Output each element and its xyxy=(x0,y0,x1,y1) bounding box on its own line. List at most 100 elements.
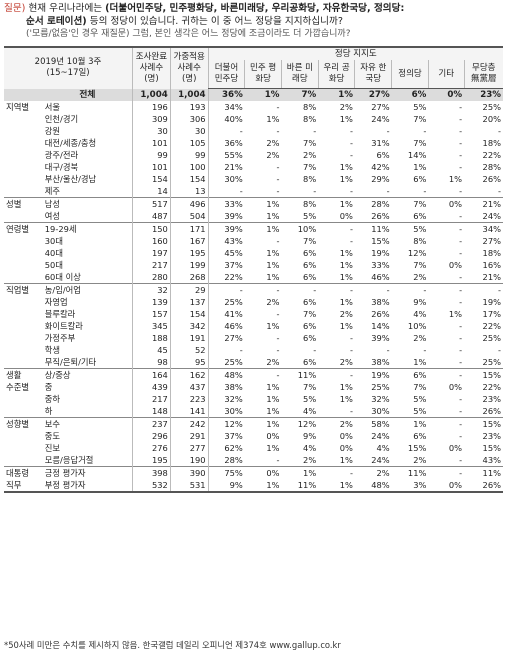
support-cell: 2% xyxy=(413,333,427,343)
support-cell: 14% xyxy=(371,321,390,331)
support-cell: 2% xyxy=(266,150,280,160)
table-row: 직무 부정 평가자 532 531 9% 1% 11% 1% 48% 3% 0% 26% xyxy=(4,479,503,493)
row-category: 자영업 xyxy=(44,297,68,307)
support-cell: 28% xyxy=(482,162,501,172)
row-category: 광주/전라 xyxy=(44,150,79,160)
n-weighted-cell: 242 xyxy=(169,417,209,430)
support-cell: 6% xyxy=(303,260,317,270)
support-cell: 20% xyxy=(482,114,501,124)
table-row: 여성 487 504 39% 1% 5% 0% 26% 6% - 24% xyxy=(4,210,503,223)
support-cell: 9% xyxy=(207,479,245,493)
support-cell: 6% xyxy=(376,150,390,160)
support-cell: 9% xyxy=(303,431,317,441)
support-cell: 25% xyxy=(207,296,245,308)
table-row: 진보 276 277 62% 1% 4% 0% 4% 15% 0% 15% xyxy=(4,442,503,454)
support-cell: - xyxy=(428,368,465,381)
support-cell: - xyxy=(276,186,280,196)
n-complete-cell: 197 xyxy=(132,247,171,259)
row-category: 화이트칼라 xyxy=(44,321,83,331)
support-cell: 7% xyxy=(303,162,317,172)
n-complete-cell: 160 xyxy=(132,235,171,247)
n-weighted-cell: 52 xyxy=(169,344,209,356)
support-cell: 22% xyxy=(482,382,501,392)
support-cell: - xyxy=(276,126,280,136)
support-cell: 1% xyxy=(318,88,355,101)
n-weighted-cell: 29 xyxy=(169,283,209,296)
support-cell: 5% xyxy=(413,102,427,112)
n-complete-cell: 345 xyxy=(132,320,171,332)
n-complete-cell: 30 xyxy=(132,125,171,137)
support-cell: 30% xyxy=(371,406,390,416)
support-cell: 26% xyxy=(482,406,501,416)
support-cell: 1% xyxy=(266,443,280,453)
support-cell: 7% xyxy=(391,197,429,210)
support-cell: 1% xyxy=(244,88,282,101)
n-weighted-cell: 105 xyxy=(169,137,209,149)
support-cell: 1% xyxy=(339,114,353,124)
support-cell: - xyxy=(459,406,463,416)
support-cell: 1% xyxy=(339,394,353,404)
support-cell: 2% xyxy=(266,297,280,307)
n-complete-cell: 237 xyxy=(132,417,171,430)
support-cell: - xyxy=(318,222,355,235)
support-cell: 1% xyxy=(339,455,353,465)
question-line2-post: 등의 정당이 있습니다. 귀하는 이 중 어느 정당을 지지하십니까? xyxy=(86,16,343,27)
support-cell: 2% xyxy=(266,357,280,367)
table-row: 가정주부 188 191 27% - 6% - 39% 2% - 25% xyxy=(4,332,503,344)
table-row: 대구/경북 101 100 21% - 7% 1% 42% 1% - 28% xyxy=(4,161,503,173)
support-cell: 1% xyxy=(339,272,353,282)
support-cell: - xyxy=(459,162,463,172)
support-cell: - xyxy=(459,321,463,331)
support-cell: 48% xyxy=(207,368,245,381)
support-cell: - xyxy=(391,283,429,296)
table-row: 자영업 139 137 25% 2% 6% 1% 38% 9% - 19% xyxy=(4,296,503,308)
support-cell: 1% xyxy=(318,479,355,493)
question-line2-parties: 순서 로테이션) xyxy=(26,16,87,27)
support-cell: - xyxy=(386,186,390,196)
support-cell: - xyxy=(313,345,317,355)
n-complete-header: 조사완료 사례수 (명) xyxy=(132,46,171,89)
n-complete-cell: 398 xyxy=(132,466,171,479)
support-cell: 27% xyxy=(482,236,501,246)
support-cell: 11% xyxy=(281,368,319,381)
row-category: 학생 xyxy=(44,345,61,355)
support-cell: 2% xyxy=(339,309,353,319)
row-group: 생활 xyxy=(4,368,43,381)
support-cell: 24% xyxy=(371,431,390,441)
row-category: 진보 xyxy=(44,443,61,453)
support-cell: - xyxy=(207,283,245,296)
n-complete-cell: 217 xyxy=(132,259,171,271)
support-cell: 21% xyxy=(207,161,245,173)
support-cell: 0% xyxy=(266,431,280,441)
n-complete-cell: 296 xyxy=(132,430,171,442)
party-header-1: 민주 평화당 xyxy=(244,60,282,89)
support-cell: - xyxy=(459,345,463,355)
support-cell: - xyxy=(244,368,282,381)
support-cell: 5% xyxy=(413,406,427,416)
support-cell: 0% xyxy=(339,431,353,441)
question-line3: ('모름/없음'인 경우 재질문) 그럼, 본인 생각은 어느 정당에 조금이라… xyxy=(26,29,351,39)
support-cell: - xyxy=(349,406,353,416)
n-weighted-cell: 30 xyxy=(169,125,209,137)
support-cell: 39% xyxy=(207,210,245,223)
support-cell: 4% xyxy=(303,443,317,453)
row-category: 여성 xyxy=(44,211,61,221)
support-cell: 15% xyxy=(482,443,501,453)
support-cell: 1% xyxy=(448,309,463,319)
support-cell: - xyxy=(428,466,465,479)
n-weighted-cell: 191 xyxy=(169,332,209,344)
n-complete-cell: 32 xyxy=(132,283,171,296)
n-complete-cell: 195 xyxy=(132,454,171,467)
support-cell: - xyxy=(423,126,427,136)
table-row: 성향별 보수 237 242 12% 1% 12% 2% 58% 1% -15% xyxy=(4,417,503,430)
row-category: 블루칼라 xyxy=(44,309,76,319)
support-cell: - xyxy=(459,211,463,221)
support-cell: 1% xyxy=(339,321,353,331)
support-cell: - xyxy=(459,333,463,343)
support-cell: 1% xyxy=(266,114,280,124)
row-group: 지역별 xyxy=(6,102,30,112)
row-group xyxy=(4,344,43,356)
party-header-6: 기타 xyxy=(427,60,465,89)
support-cell: - xyxy=(459,297,463,307)
n-weighted-cell: 1,004 xyxy=(169,88,209,101)
